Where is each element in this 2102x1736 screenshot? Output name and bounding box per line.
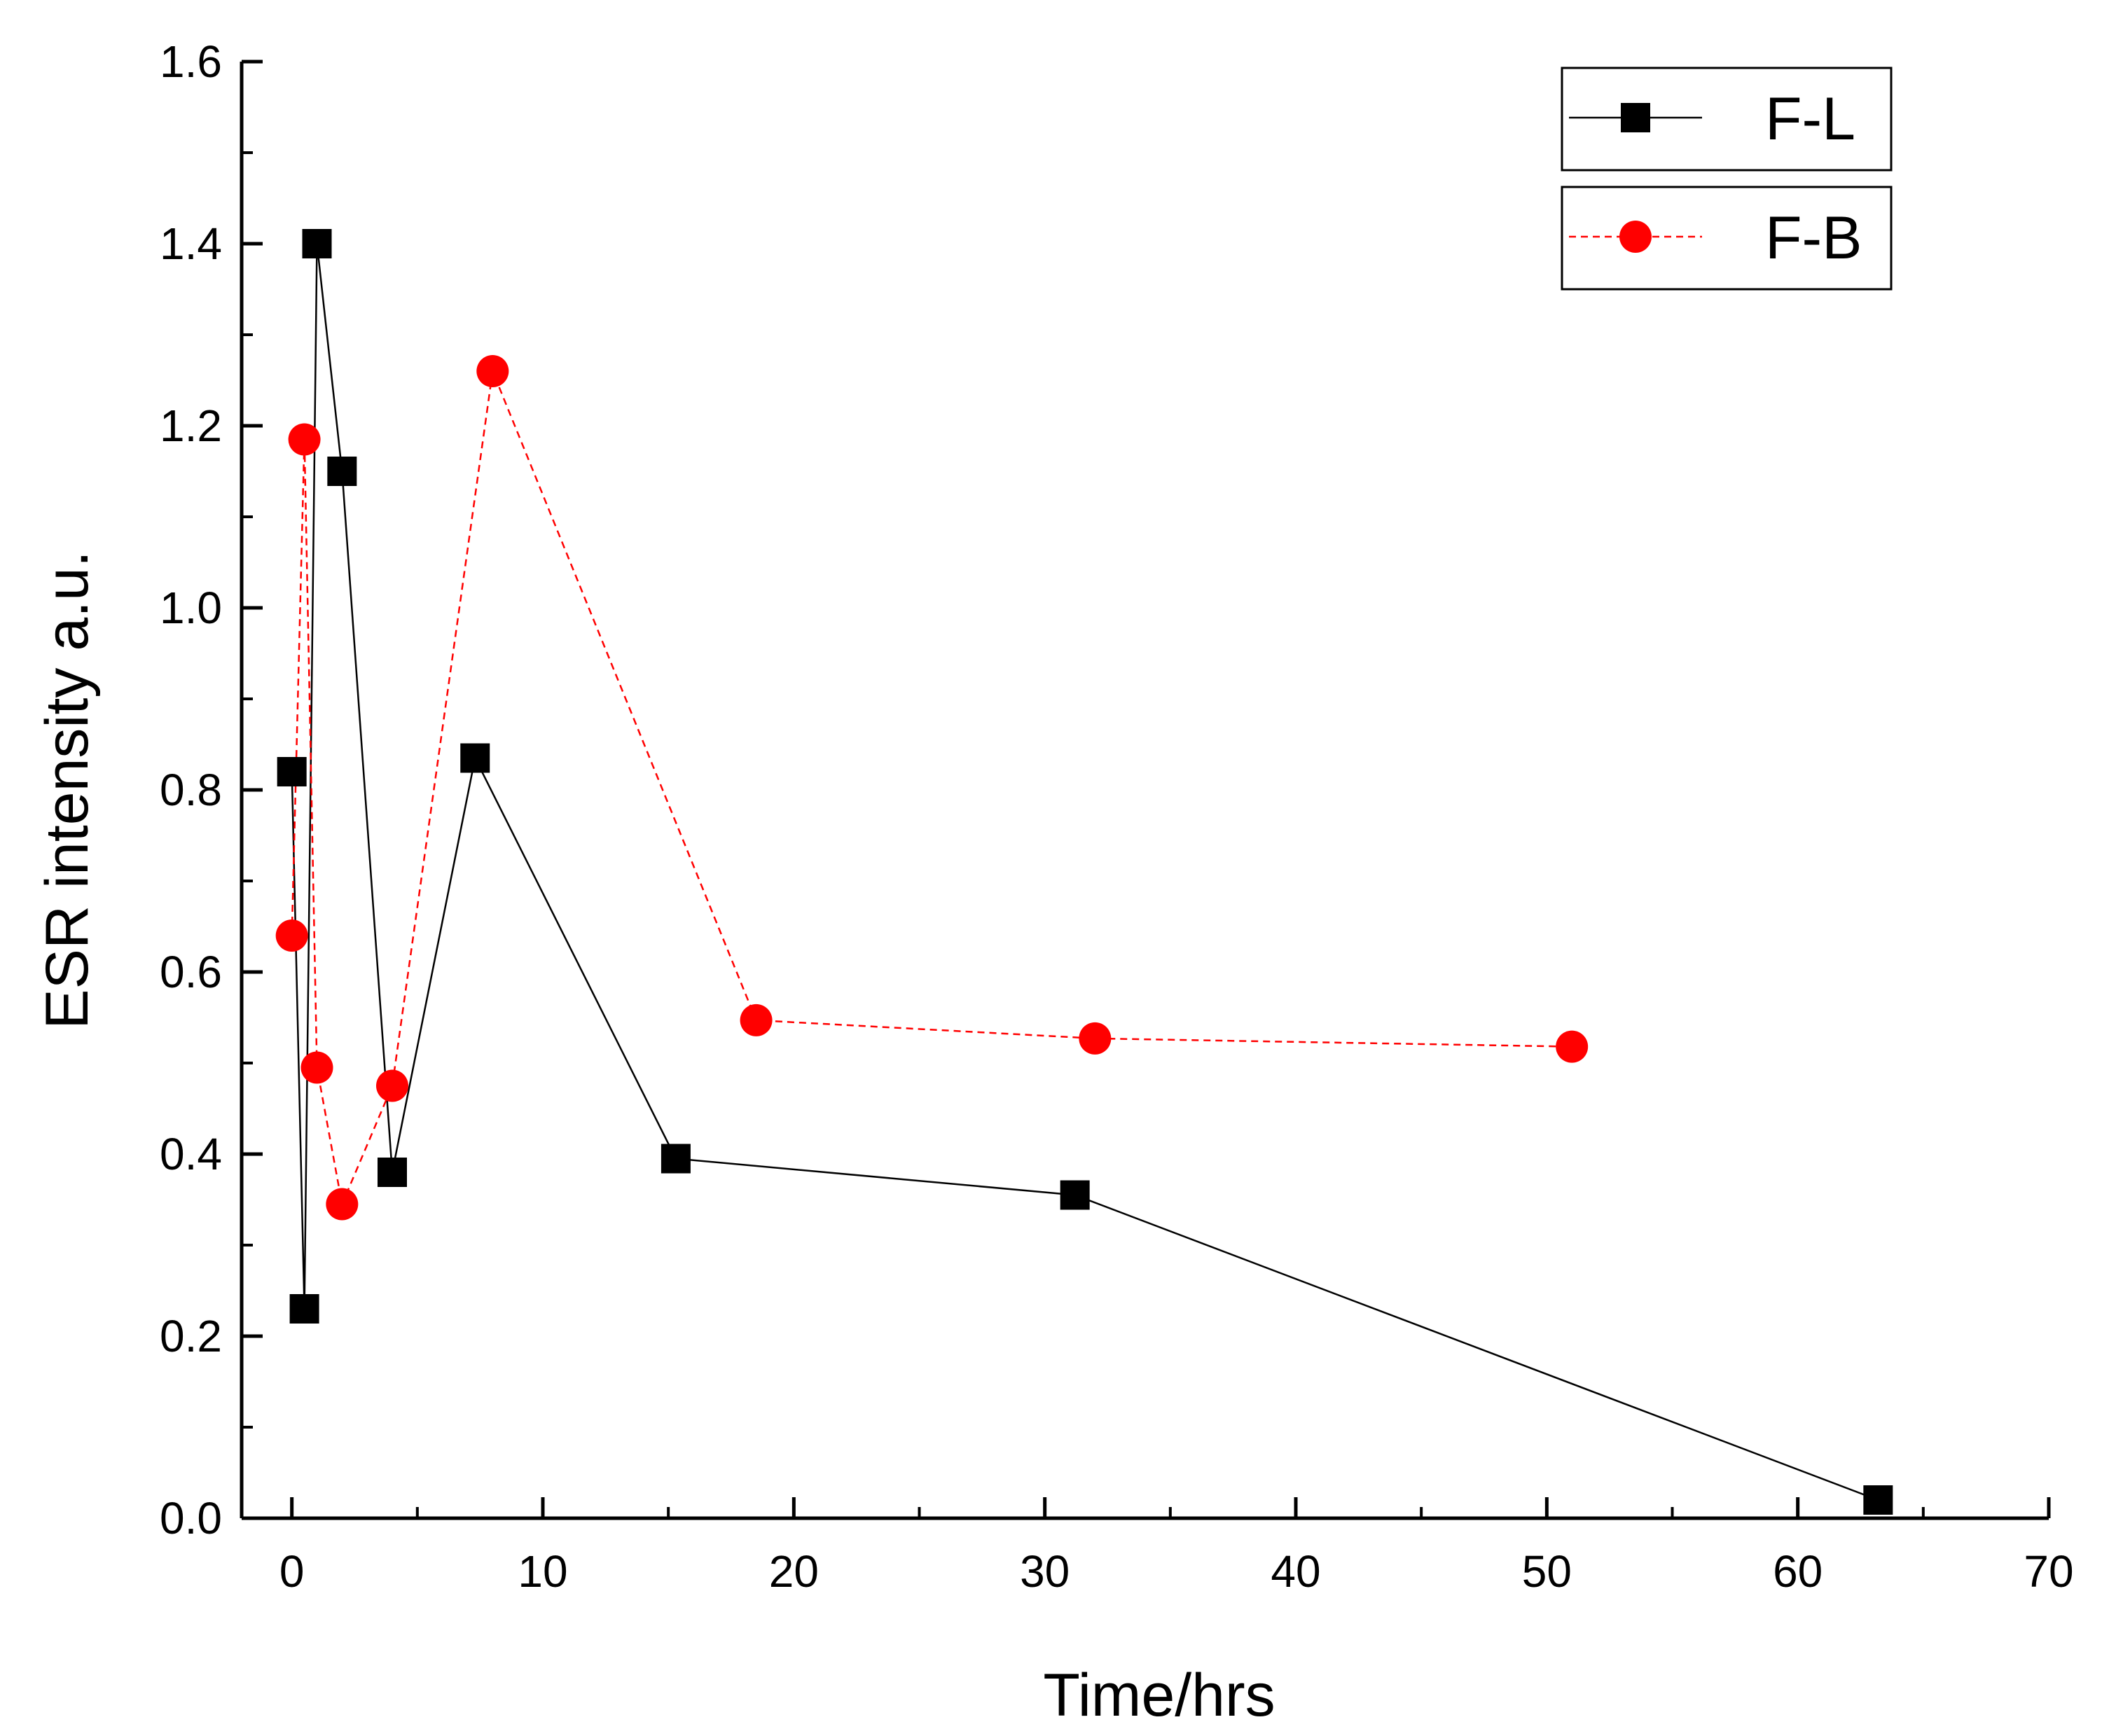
series-line-f-l	[291, 243, 1879, 1501]
y-tick-label: 1.6	[160, 36, 222, 87]
data-point-f-b	[1556, 1030, 1589, 1063]
x-tick-label: 60	[1773, 1546, 1823, 1597]
legend-label: F-B	[1765, 204, 1862, 272]
data-point-f-b	[275, 919, 308, 952]
legend-box	[1561, 186, 1893, 291]
plot-lines-layer	[291, 243, 1879, 1501]
x-tick-label: 0	[279, 1546, 305, 1597]
data-point-f-l	[1060, 1180, 1090, 1210]
legend-entry-f-l: F-L	[1561, 67, 1893, 172]
y-tick-label: 1.2	[160, 401, 222, 451]
axes-layer: 0.0 0.2 0.4 0.6 0.8 1.0 1.2 1.4 1.6 0 10 20 30 40 50 60…	[34, 36, 2074, 1729]
y-axis-title: ESR intensity a.u.	[34, 550, 101, 1029]
x-tick-label: 40	[1271, 1546, 1320, 1597]
legend-entry-f-b: F-B	[1561, 186, 1893, 291]
data-point-f-l	[289, 1294, 319, 1324]
x-axis-title: Time/hrs	[1043, 1662, 1275, 1729]
data-point-f-l	[378, 1158, 407, 1187]
plot-markers-layer	[275, 229, 1893, 1515]
data-point-f-l	[302, 229, 332, 258]
data-point-f-b	[740, 1004, 773, 1036]
data-point-f-l	[1863, 1485, 1893, 1515]
legend: F-L F-B	[1561, 67, 1893, 291]
x-tick-label: 20	[769, 1546, 819, 1597]
y-tick-label: 0.2	[160, 1311, 222, 1361]
y-tick-label: 0.6	[160, 947, 222, 997]
data-point-f-b	[376, 1069, 408, 1102]
data-point-f-l	[460, 743, 490, 773]
x-tick-label: 30	[1020, 1546, 1070, 1597]
y-tick-label: 0.8	[160, 765, 222, 815]
data-point-f-b	[476, 355, 509, 387]
y-tick-label: 0.0	[160, 1493, 222, 1543]
legend-label: F-L	[1765, 85, 1855, 153]
data-point-f-l	[327, 457, 357, 486]
series-line-f-b	[291, 368, 1572, 1207]
legend-box	[1561, 67, 1893, 172]
x-tick-label: 50	[1522, 1546, 1572, 1597]
data-point-f-b	[326, 1188, 359, 1221]
legend-marker-circle	[1619, 221, 1652, 253]
legend-marker-square	[1621, 103, 1650, 132]
y-tick-label: 0.4	[160, 1129, 222, 1179]
data-point-f-l	[661, 1144, 691, 1174]
data-point-f-b	[300, 1051, 333, 1084]
data-point-f-b	[1079, 1022, 1112, 1055]
data-point-f-l	[277, 757, 307, 786]
y-tick-label: 1.4	[160, 218, 222, 269]
x-tick-label: 10	[518, 1546, 567, 1597]
data-point-f-b	[288, 423, 321, 456]
y-tick-label: 1.0	[160, 583, 222, 633]
x-tick-label: 70	[2024, 1546, 2073, 1597]
